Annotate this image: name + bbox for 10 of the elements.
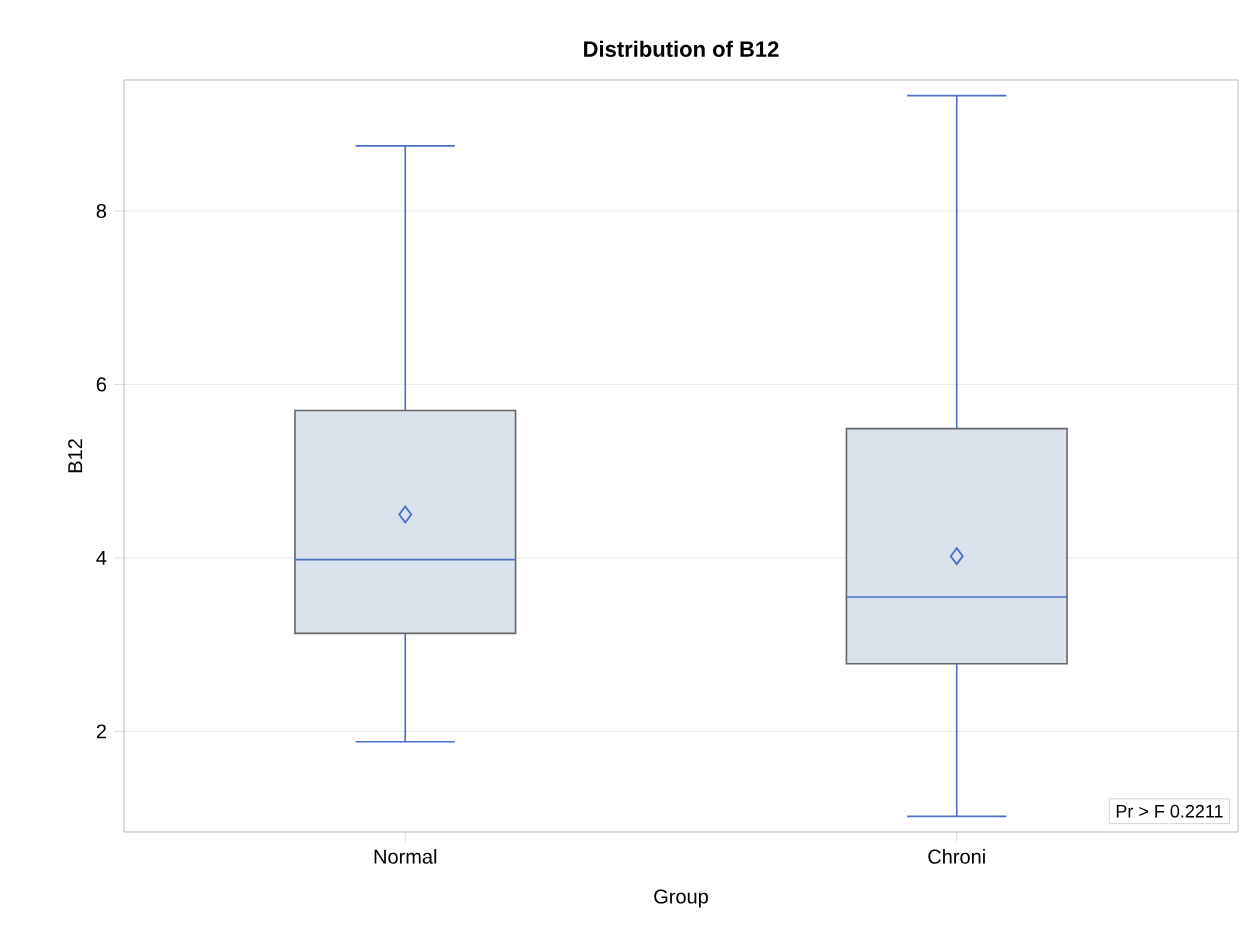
x-tick-label: Normal — [374, 849, 437, 864]
y-tick-label: 4 — [96, 551, 107, 565]
y-tick-label: 8 — [96, 203, 107, 219]
y-tick-label: 2 — [96, 724, 106, 739]
x-tick-label: Chroni — [928, 849, 985, 864]
y-tick-label: 6 — [96, 377, 107, 392]
chart-title: Distribution of B12 — [584, 40, 779, 57]
annotation: Pr > F 0.2211 — [1116, 804, 1223, 818]
y-axis-title: B12 — [68, 439, 83, 473]
x-axis-title: Group — [654, 889, 708, 908]
